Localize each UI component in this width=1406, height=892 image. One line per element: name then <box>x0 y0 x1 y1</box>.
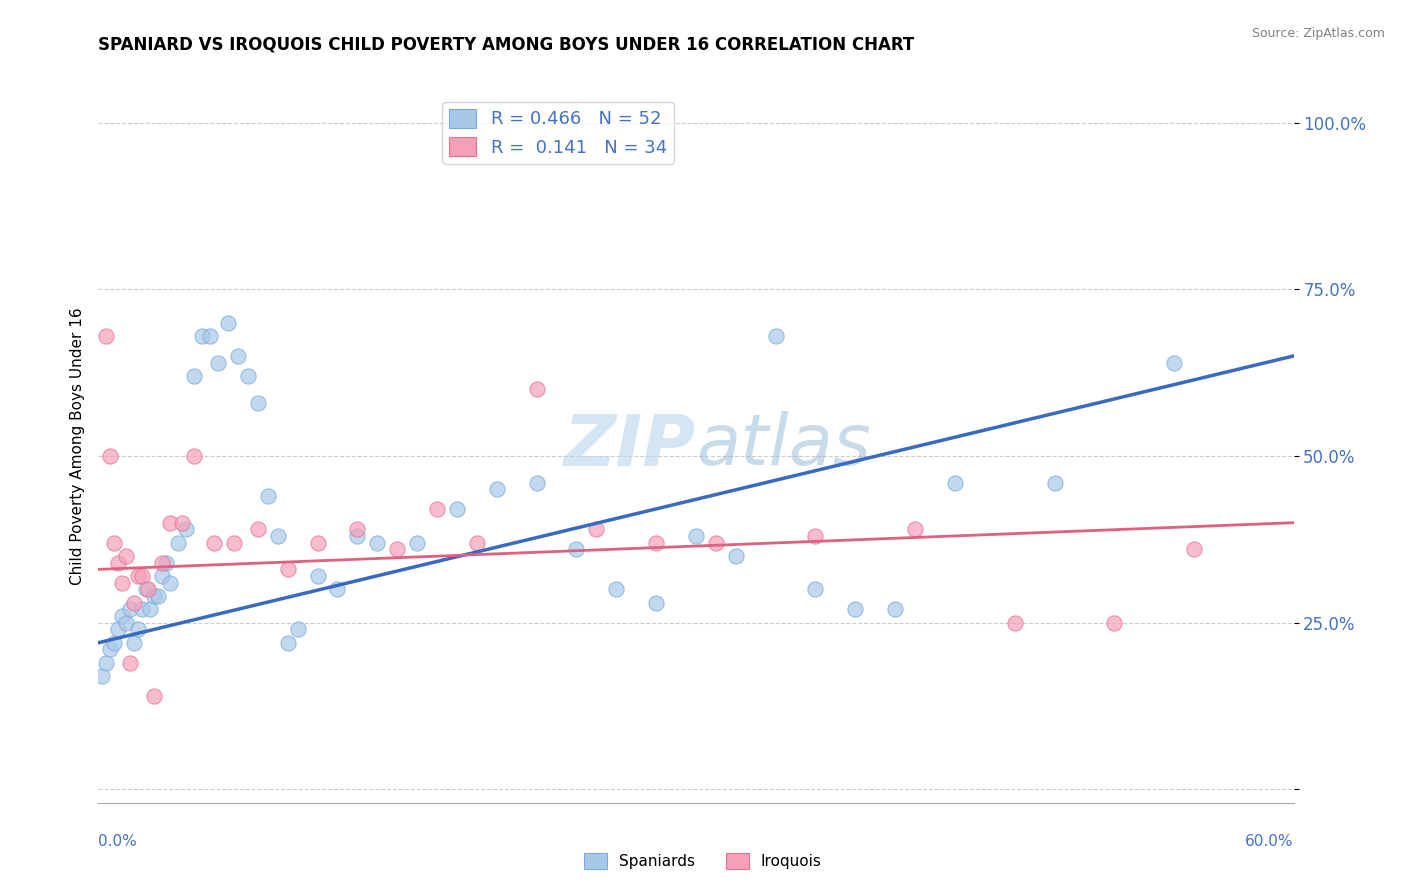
Point <box>277 562 299 576</box>
Point <box>124 636 146 650</box>
Point <box>426 502 449 516</box>
Point <box>256 489 278 503</box>
Point <box>526 382 548 396</box>
Point <box>1043 475 1066 490</box>
Point <box>202 535 225 549</box>
Point <box>115 549 138 563</box>
Point <box>115 615 138 630</box>
Point <box>485 483 508 497</box>
Point <box>124 596 146 610</box>
Point <box>884 602 907 616</box>
Point <box>645 596 668 610</box>
Point <box>465 535 488 549</box>
Point <box>96 656 118 670</box>
Point <box>127 623 149 637</box>
Point <box>207 356 229 370</box>
Point <box>150 569 173 583</box>
Point <box>159 516 181 530</box>
Legend: R = 0.466   N = 52, R =  0.141   N = 34: R = 0.466 N = 52, R = 0.141 N = 34 <box>441 102 675 164</box>
Point <box>174 522 197 536</box>
Point <box>159 575 181 590</box>
Text: Source: ZipAtlas.com: Source: ZipAtlas.com <box>1251 27 1385 40</box>
Point <box>645 535 668 549</box>
Point <box>111 575 134 590</box>
Text: 60.0%: 60.0% <box>1246 834 1294 849</box>
Point <box>307 569 329 583</box>
Point <box>1004 615 1026 630</box>
Point <box>1182 542 1205 557</box>
Point <box>267 529 290 543</box>
Point <box>131 602 153 616</box>
Point <box>120 602 142 616</box>
Text: 0.0%: 0.0% <box>98 834 138 849</box>
Point <box>904 522 927 536</box>
Point <box>385 542 409 557</box>
Point <box>1102 615 1125 630</box>
Point <box>724 549 747 563</box>
Point <box>107 556 129 570</box>
Point <box>366 535 388 549</box>
Point <box>198 329 221 343</box>
Text: atlas: atlas <box>696 411 870 481</box>
Point <box>246 522 269 536</box>
Point <box>172 516 194 530</box>
Point <box>844 602 866 616</box>
Point <box>91 669 114 683</box>
Point <box>287 623 309 637</box>
Point <box>585 522 607 536</box>
Point <box>765 329 787 343</box>
Point <box>406 535 429 549</box>
Point <box>704 535 727 549</box>
Point <box>191 329 214 343</box>
Point <box>143 589 166 603</box>
Point <box>307 535 329 549</box>
Point <box>605 582 627 597</box>
Point <box>150 556 173 570</box>
Point <box>139 602 162 616</box>
Legend: Spaniards, Iroquois: Spaniards, Iroquois <box>578 847 828 875</box>
Point <box>127 569 149 583</box>
Point <box>111 609 134 624</box>
Point <box>183 368 205 383</box>
Text: ZIP: ZIP <box>564 411 696 481</box>
Point <box>217 316 239 330</box>
Text: SPANIARD VS IROQUOIS CHILD POVERTY AMONG BOYS UNDER 16 CORRELATION CHART: SPANIARD VS IROQUOIS CHILD POVERTY AMONG… <box>98 36 915 54</box>
Point <box>246 395 269 409</box>
Point <box>103 535 125 549</box>
Point <box>136 582 159 597</box>
Point <box>565 542 588 557</box>
Point <box>103 636 125 650</box>
Point <box>1163 356 1185 370</box>
Point <box>685 529 707 543</box>
Point <box>804 529 827 543</box>
Y-axis label: Child Poverty Among Boys Under 16: Child Poverty Among Boys Under 16 <box>69 307 84 585</box>
Point <box>446 502 468 516</box>
Point <box>222 535 245 549</box>
Point <box>96 329 118 343</box>
Point <box>98 449 122 463</box>
Point <box>326 582 349 597</box>
Point <box>148 589 170 603</box>
Point <box>526 475 548 490</box>
Point <box>143 689 166 703</box>
Point <box>155 556 177 570</box>
Point <box>131 569 153 583</box>
Point <box>236 368 259 383</box>
Point <box>167 535 190 549</box>
Point <box>277 636 299 650</box>
Point <box>226 349 249 363</box>
Point <box>346 522 368 536</box>
Point <box>135 582 157 597</box>
Point <box>346 529 368 543</box>
Point <box>804 582 827 597</box>
Point <box>943 475 966 490</box>
Point <box>98 642 122 657</box>
Point <box>120 656 142 670</box>
Point <box>183 449 205 463</box>
Point <box>107 623 129 637</box>
